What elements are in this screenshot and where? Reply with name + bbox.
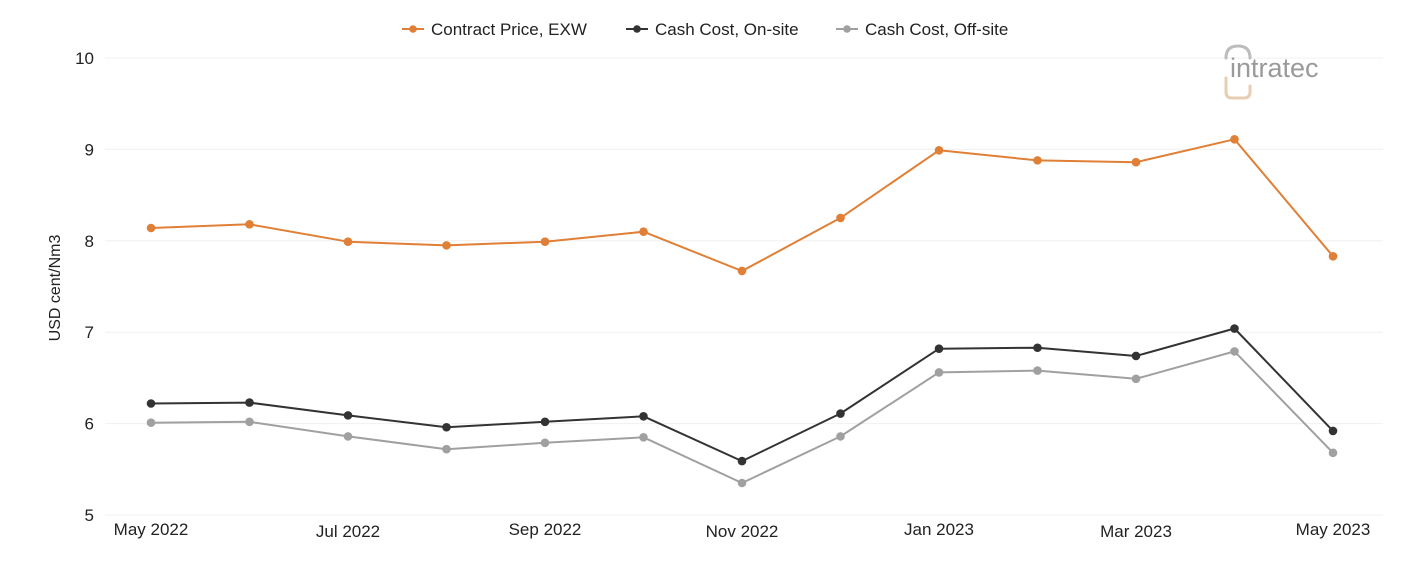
data-point[interactable]	[1033, 156, 1042, 165]
y-tick-label: 10	[75, 49, 94, 68]
x-tick-label: Nov 2022	[706, 522, 779, 541]
data-point[interactable]	[540, 438, 550, 448]
data-point[interactable]	[343, 432, 353, 441]
data-point[interactable]	[146, 399, 156, 408]
data-point[interactable]	[442, 422, 451, 432]
data-point[interactable]	[540, 237, 550, 247]
data-point[interactable]	[245, 398, 254, 407]
logo-arc-icon	[1224, 44, 1252, 60]
data-point[interactable]	[836, 432, 845, 441]
data-point[interactable]	[343, 411, 353, 420]
data-point[interactable]	[146, 418, 156, 427]
data-point[interactable]	[737, 266, 747, 276]
data-point[interactable]	[1328, 252, 1338, 261]
legend-swatch-marker	[409, 25, 417, 33]
legend-swatch-marker	[633, 25, 641, 33]
x-tick-label: May 2022	[114, 520, 189, 539]
legend-item[interactable]: Cash Cost, On-site	[626, 20, 799, 39]
series-3	[146, 347, 1338, 488]
series-line	[150, 327, 1334, 463]
data-point[interactable]	[1131, 157, 1141, 167]
data-point[interactable]	[639, 433, 648, 442]
x-tick-label: Mar 2023	[1100, 522, 1172, 541]
data-point[interactable]	[1131, 374, 1141, 384]
data-point[interactable]	[146, 223, 156, 233]
data-point[interactable]	[1328, 426, 1338, 436]
x-tick-label: Jul 2022	[316, 522, 380, 541]
x-tick-label: Jan 2023	[904, 520, 974, 539]
data-point[interactable]	[245, 417, 254, 427]
legend-label: Cash Cost, On-site	[655, 20, 799, 39]
y-axis-title: USD cent/Nm3	[47, 235, 64, 342]
legend-label: Cash Cost, Off-site	[865, 20, 1008, 39]
legend-item[interactable]: Contract Price, EXW	[402, 20, 587, 39]
data-point[interactable]	[737, 456, 747, 466]
y-tick-label: 9	[85, 140, 94, 159]
data-point[interactable]	[1033, 343, 1042, 353]
y-tick-label: 7	[85, 323, 94, 342]
legend-item[interactable]: Cash Cost, Off-site	[836, 20, 1008, 39]
data-point[interactable]	[1033, 366, 1042, 375]
series-1	[146, 135, 1338, 276]
series-2	[146, 324, 1338, 466]
data-point[interactable]	[836, 409, 845, 418]
data-point[interactable]	[639, 411, 648, 421]
data-point[interactable]	[1328, 448, 1338, 458]
series-line	[150, 138, 1334, 272]
intratec-logo: intratec	[1224, 44, 1319, 100]
y-tick-label: 8	[85, 232, 94, 251]
data-point[interactable]	[934, 368, 944, 377]
data-point[interactable]	[836, 213, 845, 223]
data-point[interactable]	[1230, 135, 1239, 144]
logo-text: intratec	[1230, 53, 1319, 83]
data-point[interactable]	[1230, 347, 1239, 356]
data-point[interactable]	[442, 241, 451, 250]
data-point[interactable]	[540, 417, 550, 427]
gridlines	[105, 57, 1383, 516]
data-point[interactable]	[1131, 351, 1141, 361]
data-point[interactable]	[934, 344, 944, 353]
data-point[interactable]	[442, 444, 451, 454]
data-point[interactable]	[934, 146, 944, 155]
y-tick-label: 5	[85, 506, 94, 525]
y-axis-ticks: 5 6 7 8 9 10	[75, 49, 94, 525]
series-lines	[146, 135, 1338, 488]
legend-label: Contract Price, EXW	[431, 20, 587, 39]
data-point[interactable]	[343, 237, 353, 247]
x-axis-ticks: May 2022 Jul 2022 Sep 2022 Nov 2022 Jan 2023…	[114, 520, 1371, 541]
x-tick-label: May 2023	[1296, 520, 1371, 539]
legend: Contract Price, EXW Cash Cost, On-site Cas…	[402, 20, 1008, 39]
logo-mark-icon	[1224, 76, 1252, 100]
legend-swatch-marker	[843, 25, 851, 33]
data-point[interactable]	[245, 220, 254, 229]
y-tick-label: 6	[85, 415, 94, 434]
data-point[interactable]	[639, 227, 648, 236]
data-point[interactable]	[1230, 324, 1239, 333]
data-point[interactable]	[737, 478, 747, 488]
x-tick-label: Sep 2022	[509, 520, 582, 539]
